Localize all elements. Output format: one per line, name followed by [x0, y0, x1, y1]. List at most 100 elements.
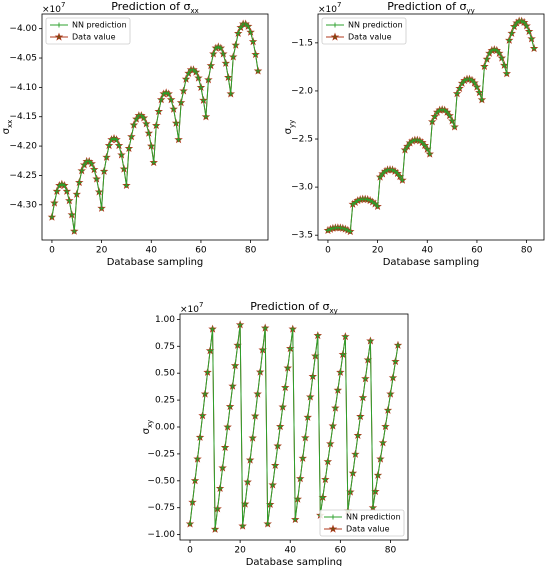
y-tick-label: 0.25: [155, 396, 175, 406]
data-point: [404, 143, 410, 149]
data-point: [427, 151, 433, 157]
data-point: [310, 373, 316, 379]
data-point: [210, 326, 216, 332]
data-point: [183, 76, 189, 82]
data-point: [168, 97, 174, 103]
x-tick-label: 0: [49, 246, 55, 256]
data-point: [255, 391, 261, 397]
data-point: [501, 62, 507, 68]
data-point: [128, 134, 134, 140]
data-point: [486, 50, 492, 56]
data-point: [220, 51, 226, 57]
data-point: [228, 91, 234, 97]
data-point: [399, 177, 405, 183]
data-point: [484, 56, 490, 62]
data-point: [267, 501, 273, 507]
data-point: [476, 90, 482, 96]
y-tick-label: −4.15: [9, 112, 37, 122]
y-tick-label: −4.10: [9, 83, 37, 93]
data-point: [524, 23, 530, 29]
data-point: [414, 137, 420, 143]
data-point: [210, 51, 216, 57]
data-point: [238, 25, 244, 31]
data-point: [158, 97, 164, 103]
data-point: [362, 376, 368, 382]
offset-base: ×10: [318, 5, 337, 15]
data-point: [285, 365, 291, 371]
data-point: [511, 24, 517, 30]
data-point: [340, 225, 346, 231]
data-point: [432, 114, 438, 120]
x-tick-label: 80: [385, 546, 397, 556]
y-axis-label: σxy: [141, 420, 154, 435]
y-label-subscript: yy: [288, 120, 296, 128]
data-point: [355, 432, 361, 438]
data-point: [387, 391, 393, 397]
data-point: [230, 383, 236, 389]
y-tick-label: −0.25: [147, 449, 175, 459]
legend-marker: [54, 32, 64, 41]
data-point: [521, 19, 527, 25]
data-point: [250, 39, 256, 45]
y-tick-label: −4.25: [9, 171, 37, 181]
data-point: [222, 444, 228, 450]
data-point: [200, 413, 206, 419]
data-point: [360, 395, 366, 401]
axes-frame: [179, 313, 409, 541]
x-tick-label: 0: [325, 246, 331, 256]
data-point: [148, 143, 154, 149]
data-point: [96, 189, 102, 195]
y-tick-label: −1.5: [291, 38, 313, 48]
data-point: [489, 47, 495, 53]
y-tick-label: 0.50: [155, 369, 175, 379]
data-point: [449, 118, 455, 124]
y-tick-label: −4.30: [9, 200, 37, 210]
y-tick-label: −0.50: [147, 476, 175, 486]
data-point: [245, 23, 251, 29]
data-point: [377, 174, 383, 180]
data-point: [325, 459, 331, 465]
data-point: [99, 205, 105, 211]
offset-exponent: 7: [61, 1, 65, 9]
data-point: [429, 119, 435, 125]
data-point: [452, 124, 458, 130]
legend-marker: [332, 22, 338, 28]
data-point: [171, 106, 177, 112]
y-label-main: σ: [283, 127, 294, 134]
data-point: [138, 113, 144, 119]
data-point: [357, 197, 363, 203]
data-point: [202, 391, 208, 397]
data-point: [509, 30, 515, 36]
legend-label: Data value: [348, 33, 392, 42]
legend-label: Data value: [346, 525, 390, 534]
data-point: [287, 346, 293, 352]
data-point: [181, 88, 187, 94]
data-point: [111, 135, 117, 141]
x-tick-label: 20: [96, 246, 108, 256]
data-point: [471, 80, 477, 86]
data-point: [355, 198, 361, 204]
data-point: [337, 369, 343, 375]
data-point: [151, 160, 157, 166]
legend-marker: [330, 514, 336, 520]
y-label-main: σ: [141, 427, 152, 434]
data-point: [61, 182, 67, 188]
data-point: [176, 137, 182, 143]
data-point: [290, 326, 296, 332]
y-axis-label: σyy: [283, 120, 296, 135]
y-tick-label: −4.20: [9, 142, 37, 152]
data-point: [197, 434, 203, 440]
title-main: Prediction of σ: [250, 300, 329, 313]
data-point: [375, 203, 381, 209]
y-tick-label: −3.0: [291, 183, 313, 193]
y-tick-label: 0.75: [155, 342, 175, 352]
data-point: [352, 451, 358, 457]
data-point: [247, 457, 253, 463]
y-tick-label: −2.0: [291, 86, 313, 96]
data-point: [300, 455, 306, 461]
data-point: [69, 212, 75, 218]
data-point: [94, 176, 100, 182]
data-point: [350, 470, 356, 476]
data-point: [372, 201, 378, 207]
y-label-subscript: xx: [6, 120, 14, 128]
